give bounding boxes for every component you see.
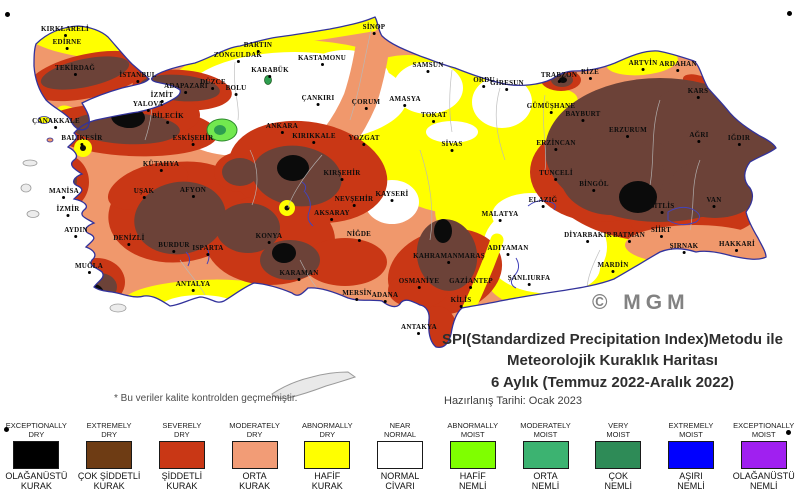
legend-label-en: EXTREMELY DRY	[86, 421, 132, 439]
legend-label-en: SEVERELY DRY	[162, 421, 202, 439]
legend-label-tr: HAFİF NEMLİ	[459, 471, 487, 492]
legend-label-en: EXCEPTIONALLY MOIST	[733, 421, 795, 439]
legend-label-tr: OLAĞANÜSTÜ KURAK	[5, 471, 68, 492]
legend-color-swatch	[13, 441, 60, 469]
legend-label-tr: ÇOK NEMLİ	[604, 471, 632, 492]
legend-label-tr: AŞIRI NEMLİ	[677, 471, 705, 492]
cyprus-island	[271, 371, 357, 399]
legend-color-swatch	[158, 441, 205, 469]
map-title-line1: SPI(Standardized Precipitation Index)Met…	[442, 331, 783, 348]
legend-color-swatch	[86, 441, 133, 469]
legend-color-swatch	[304, 441, 351, 469]
legend-label-en: MODERATELY MOIST	[520, 421, 571, 439]
legend-item-very-moist: VERY MOIST ÇOK NEMLİ	[582, 416, 655, 497]
map-title-line3: 6 Aylık (Temmuz 2022-Aralık 2022)	[491, 373, 734, 391]
legend-label-tr: NORMAL CİVARI	[380, 471, 420, 492]
legend-item-near-normal: NEAR NORMAL NORMAL CİVARI	[364, 416, 437, 497]
legend-label-tr: ÇOK ŞİDDETLİ KURAK	[77, 471, 141, 492]
copyright-watermark: © MGM	[592, 291, 690, 314]
data-quality-footnote: * Bu veriler kalite kontrolden geçmemişt…	[114, 393, 298, 404]
legend-item-exceptionally-moist: EXCEPTIONALLY MOIST OLAĞANÜSTÜ NEMLİ	[727, 416, 800, 497]
drought-regions	[34, 17, 776, 348]
legend-label-en: MODERATELY DRY	[229, 421, 280, 439]
legend-label-en: EXCEPTIONALLY DRY	[5, 421, 67, 439]
legend-item-extremely-dry: EXTREMELY DRY ÇOK ŞİDDETLİ KURAK	[73, 416, 146, 497]
legend-color-swatch	[377, 441, 424, 469]
legend-item-abnormally-dry: ABNORMALLY DRY HAFİF KURAK	[291, 416, 364, 497]
legend-item-moderately-moist: MODERATELY MOIST ORTA NEMLİ	[509, 416, 582, 497]
map-prepared-date: Hazırlanış Tarihi: Ocak 2023	[444, 394, 582, 407]
title-block: SPI(Standardized Precipitation Index)Met…	[430, 329, 795, 407]
legend-item-exceptionally-dry: EXCEPTIONALLY DRY OLAĞANÜSTÜ KURAK	[0, 416, 73, 497]
legend-color-swatch	[449, 441, 496, 469]
legend-item-moderately-dry: MODERATELY DRY ORTA KURAK	[218, 416, 291, 497]
legend-label-en: NEAR NORMAL	[383, 421, 417, 439]
legend-item-abnormally-moist: ABNORMALLY MOIST HAFİF NEMLİ	[436, 416, 509, 497]
legend-color-swatch	[667, 441, 714, 469]
corner-dot	[787, 11, 792, 16]
turkey-drought-map	[20, 16, 777, 399]
corner-dot	[4, 427, 9, 432]
corner-dot	[5, 12, 10, 17]
legend-color-swatch	[522, 441, 569, 469]
aegean-islands	[20, 116, 127, 313]
legend-label-tr: ORTA NEMLİ	[531, 471, 560, 492]
legend-item-severely-dry: SEVERELY DRY ŞİDDETLİ KURAK	[145, 416, 218, 497]
legend-color-swatch	[595, 441, 642, 469]
legend-label-tr: ŞİDDETLİ KURAK	[161, 471, 203, 492]
legend-label-tr: HAFİF KURAK	[311, 471, 343, 492]
corner-dot	[786, 430, 791, 435]
legend-color-swatch	[231, 441, 278, 469]
coastline-outline	[33, 16, 777, 349]
map-title-line2: Meteorolojik Kuraklık Haritası	[507, 352, 718, 370]
drought-legend: EXCEPTIONALLY DRY OLAĞANÜSTÜ KURAK EXTREMELY…	[0, 416, 800, 497]
legend-label-tr: OLAĞANÜSTÜ NEMLİ	[732, 471, 795, 492]
legend-label-tr: ORTA KURAK	[239, 471, 271, 492]
legend-label-en: EXTREMELY MOIST	[668, 421, 714, 439]
legend-item-extremely-moist: EXTREMELY MOIST AŞIRI NEMLİ	[655, 416, 728, 497]
legend-label-en: ABNORMALLY MOIST	[447, 421, 499, 439]
legend-color-swatch	[740, 441, 787, 469]
legend-label-en: VERY MOIST	[606, 421, 631, 439]
legend-label-en: ABNORMALLY DRY	[301, 421, 353, 439]
